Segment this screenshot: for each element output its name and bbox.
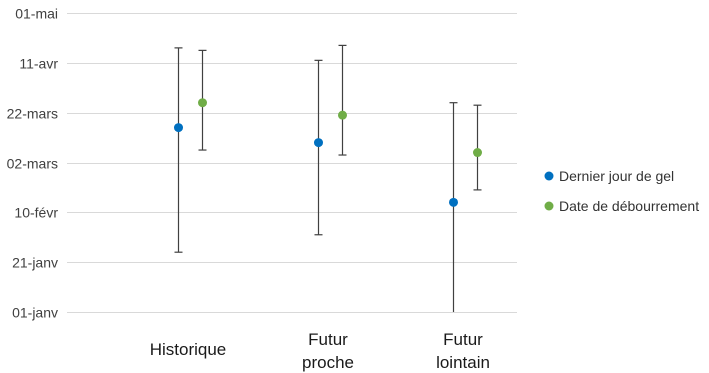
legend: Dernier jour de gel Date de débourrement (544, 168, 699, 214)
data-points (174, 98, 482, 207)
category-label-line: lointain (436, 353, 490, 372)
category-label: Futur lointain (436, 330, 490, 372)
category-label-line: Futur (443, 330, 483, 349)
gridlines (67, 13, 517, 313)
legend-label: Date de débourrement (559, 198, 699, 214)
data-point (449, 197, 458, 207)
y-tick-label: 01-janv (12, 305, 58, 321)
category-label-line: Historique (150, 340, 227, 359)
y-tick-label: 21-janv (12, 255, 58, 271)
y-tick-label: 10-févr (14, 205, 58, 221)
y-tick-label: 22-mars (7, 106, 58, 122)
category-label-line: proche (302, 353, 354, 372)
data-point (314, 138, 323, 148)
data-point (174, 123, 183, 133)
legend-marker (544, 171, 554, 181)
y-tick-label: 02-mars (7, 156, 58, 172)
y-axis-ticks: 01-janv 21-janv 10-févr 02-mars 22-mars 11-av… (7, 6, 59, 321)
data-point (473, 148, 482, 158)
y-tick-label: 11-avr (19, 56, 58, 72)
data-point (338, 110, 347, 120)
category-label: Futur proche (302, 330, 354, 372)
category-label: Historique (150, 340, 227, 359)
legend-label: Dernier jour de gel (559, 168, 674, 184)
data-point (198, 98, 207, 108)
legend-marker (544, 201, 554, 211)
y-tick-label: 01-mai (15, 6, 58, 22)
x-axis-category-labels: Historique Futur proche Futur lointain (150, 330, 490, 372)
error-bars (174, 44, 482, 312)
category-label-line: Futur (308, 330, 348, 349)
